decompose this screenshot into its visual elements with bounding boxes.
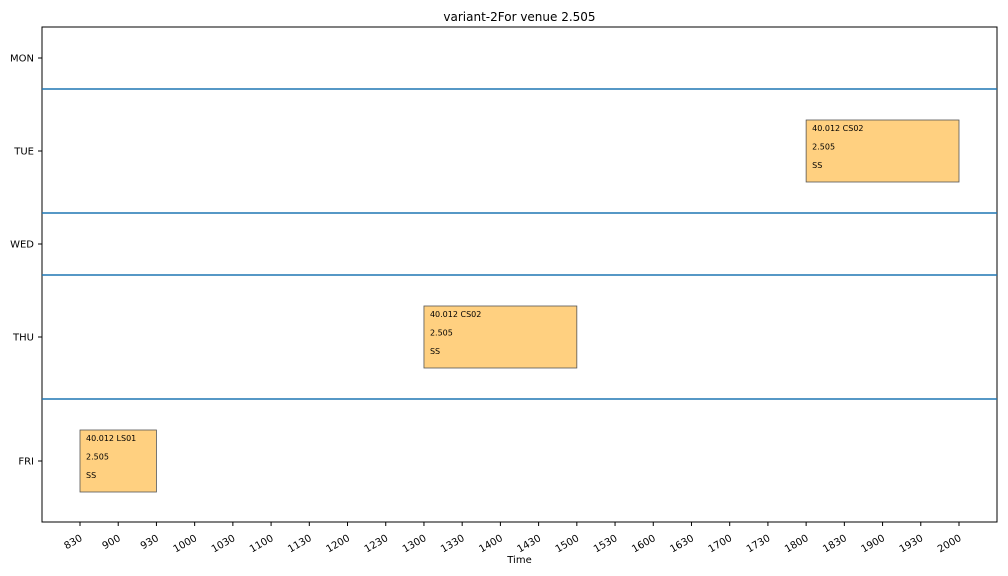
x-tick-label: 1100 xyxy=(248,533,276,555)
x-tick-label: 1200 xyxy=(324,533,352,555)
x-tick-label: 1800 xyxy=(783,533,811,555)
x-tick-label: 1630 xyxy=(668,533,696,555)
x-tick-label: 930 xyxy=(139,533,161,552)
event-bar xyxy=(805,119,960,183)
x-tick-label: 1500 xyxy=(554,533,582,555)
y-tick-label: THU xyxy=(12,333,34,344)
x-tick-label: 830 xyxy=(62,533,84,552)
event-text: SS xyxy=(430,347,440,356)
x-tick-label: 900 xyxy=(101,533,123,552)
event-text: 40.012 LS01 xyxy=(86,434,136,443)
y-tick-label: MON xyxy=(10,54,34,65)
y-tick-label: WED xyxy=(10,240,34,251)
event-text: 40.012 CS02 xyxy=(430,310,481,319)
x-tick-label: 1530 xyxy=(592,533,620,555)
event-text: 2.505 xyxy=(430,329,453,338)
event-block: 40.012 LS01 2.505 SS xyxy=(79,429,157,493)
day-separators xyxy=(42,88,997,400)
event-bar xyxy=(423,305,578,369)
x-tick-label: 1230 xyxy=(363,533,391,555)
event-text: 40.012 CS02 xyxy=(812,124,863,133)
x-tick-label: 1600 xyxy=(630,533,658,555)
x-tick-label: 1830 xyxy=(821,533,849,555)
event-text: 2.505 xyxy=(86,453,109,462)
x-tick-label: 1430 xyxy=(516,533,544,555)
x-tick-label: 1130 xyxy=(286,533,314,555)
x-tick-label: 1300 xyxy=(401,533,429,555)
event-text: SS xyxy=(86,471,96,480)
x-axis-label: Time xyxy=(506,555,531,566)
x-tick-label: 1930 xyxy=(898,533,926,555)
x-tick-label: 1730 xyxy=(745,533,773,555)
x-tick-label: 1400 xyxy=(477,533,505,555)
x-tick-label: 1700 xyxy=(707,533,735,555)
x-axis: 830 900 930 1000 1030 1100 1130 1200 1230 1300 133… xyxy=(62,522,964,555)
event-text: SS xyxy=(812,161,822,170)
chart-title: variant-2For venue 2.505 xyxy=(443,10,595,24)
x-tick-label: 1030 xyxy=(210,533,238,555)
y-axis: MON TUE WED THU FRI xyxy=(10,54,42,468)
event-block: 40.012 CS02 2.505 SS xyxy=(805,119,960,183)
x-tick-label: 1330 xyxy=(439,533,467,555)
x-tick-label: 1900 xyxy=(860,533,888,555)
y-tick-label: FRI xyxy=(18,457,34,468)
event-block: 40.012 CS02 2.505 SS xyxy=(423,305,578,369)
x-tick-label: 2000 xyxy=(936,533,964,555)
event-bar xyxy=(79,429,157,493)
event-text: 2.505 xyxy=(812,143,835,152)
x-tick-label: 1000 xyxy=(172,533,200,555)
y-tick-label: TUE xyxy=(13,147,34,158)
